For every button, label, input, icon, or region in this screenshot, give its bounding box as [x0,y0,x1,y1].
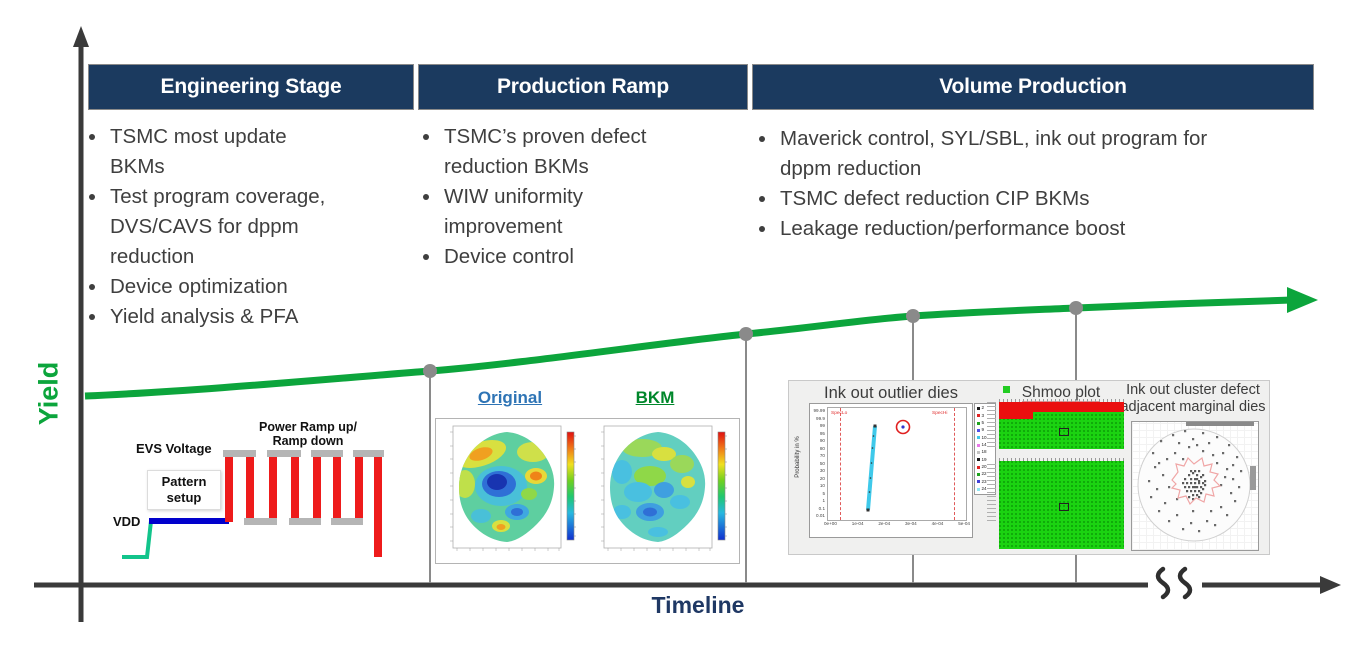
wafer-edge-notch [1250,466,1256,490]
contour-axis-ticks [450,431,560,551]
stage-header-engineering: Engineering Stage [88,64,414,110]
axis-break-icon [1177,566,1193,600]
pattern-setup-line1: Pattern [161,473,207,489]
bullet-item: Leakage reduction/performance boost [778,214,1208,244]
bkm-wafer-contour-map [601,425,727,551]
evs-voltage-label: EVS Voltage [136,441,212,456]
legend-item: 19 [977,457,995,463]
original-wafer-label: Original [477,388,543,407]
shmoo-axis-labels [987,402,996,447]
y-axis [73,26,89,622]
original-wafer-contour-map [450,425,576,551]
bkm-wafer-label: BKM [635,388,675,407]
outlier-point [901,425,905,429]
bullet-item: Yield analysis & PFA [108,302,340,332]
x-axis-arrow-icon [1320,576,1341,594]
y-axis-arrow-icon [73,26,89,47]
shmoo-reference-die [1059,428,1069,436]
legend-item: 22 [977,472,995,477]
spec-lo-label: SpecLo [831,411,848,416]
shmoo-tick-strip [999,399,1124,402]
shmoo-grid-top [999,402,1124,449]
stage-header-volume-production: Volume Production [752,64,1314,110]
colorbar [717,431,726,541]
shmoo-reference-die [1059,503,1069,511]
shmoo-fail-band [999,402,1124,412]
axis-break-icon [1155,566,1171,600]
cluster-wafer-map [1131,421,1259,551]
shmoo-axis-labels [987,461,996,521]
power-ramp-label: Power Ramp up/ Ramp down [252,420,364,449]
power-ramp-label-line1: Power Ramp up/ [259,420,357,434]
shmoo-fail-step [999,412,1033,419]
bullet-item: WIW uniformity improvement [442,182,656,242]
outlier-plot-area: SpecLo SpecHi [827,407,967,521]
cluster-outline [1170,456,1222,506]
legend-item: 9 [977,428,995,433]
legend-item: 23 [977,479,995,485]
colorbar [566,431,575,541]
spec-hi-label: SpecHi [932,411,948,416]
power-ramp-bars [225,452,382,557]
outlier-chart-title: Ink out outlier dies [824,384,958,402]
outlier-series [866,419,911,512]
engineering-bullet-list: TSMC most update BKMs Test program cover… [90,122,340,332]
outlier-probability-chart: Probability in % 99.99 99.9 99 95 90 80 70 5… [795,403,973,538]
outlier-circle-icon [895,419,911,435]
stage-header-production-ramp: Production Ramp [418,64,748,110]
legend-item: 5 [977,420,995,426]
milestone-dots [423,301,1083,378]
legend-item: 10 [977,435,995,441]
y-axis-label: Yield [33,361,64,426]
spec-lo-line [840,408,841,520]
legend-item: 20 [977,464,995,470]
outlier-x-ticks: 0e+00 1e-04 2e-04 3e-04 4e-04 5e-04 [824,521,970,526]
power-ramp-label-line2: Ramp down [272,434,344,449]
pattern-setup-line2: setup [166,490,202,505]
shmoo-grid-bottom [999,461,1124,549]
bullet-item: Device optimization [108,272,340,302]
cluster-map-title: Ink out cluster defect adjacent marginal… [1119,382,1267,417]
bullet-item: TSMC most update BKMs [108,122,340,182]
legend-item: 2 [977,406,995,411]
bullet-item: Device control [442,242,656,272]
bullet-item: Maverick control, SYL/SBL, ink out progr… [778,124,1208,184]
bullet-item: TSMC defect reduction CIP BKMs [778,184,1208,214]
x-axis-label: Timeline [651,592,745,618]
ramp-caps [223,450,384,525]
legend-item: 3 [977,413,995,419]
legend-item: 18 [977,450,995,455]
shmoo-legend-swatch [1003,386,1010,393]
volume-production-bullet-list: Maverick control, SYL/SBL, ink out progr… [760,124,1208,244]
cluster-title-line2: adjacent marginal dies [1120,399,1266,416]
bullet-item: TSMC’s proven defect reduction BKMs [442,122,656,182]
outlier-y-ticks: 99.99 99.9 99 95 90 80 70 50 30 20 10 5 1 0.1 0… [813,408,826,518]
cluster-wafer-drawing [1137,422,1256,542]
cluster-defect-dies [1182,470,1207,501]
legend-item: 14 [977,442,995,448]
shmoo-tick-strip [999,458,1124,461]
production-ramp-bullet-list: TSMC’s proven defect reduction BKMs WIW … [424,122,656,272]
yield-curve-arrow-icon [1287,287,1318,313]
contour-axis-ticks [601,431,711,551]
cluster-title-line1: Ink out cluster defect [1126,382,1260,398]
volume-production-panel: Ink out outlier dies Shmoo plot Ink out … [788,380,1270,555]
legend-item: 24 [977,486,995,492]
bullet-item: Test program coverage, DVS/CAVS for dppm… [108,182,340,272]
spec-hi-line [954,408,955,520]
pattern-setup-box: Pattern setup [147,470,221,510]
wafer-top-bar [1186,422,1254,426]
vdd-label: VDD [113,514,141,529]
outlier-y-axis-label: Probability in % [795,436,801,478]
